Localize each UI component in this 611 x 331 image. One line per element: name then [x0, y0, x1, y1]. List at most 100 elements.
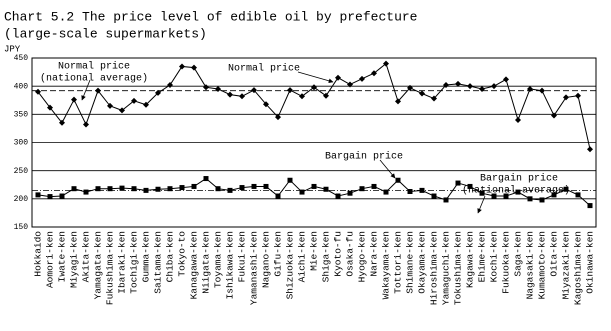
point — [335, 74, 341, 81]
x-tick-label: Gifu-ken — [273, 231, 284, 277]
point — [491, 193, 497, 199]
y-tick-label: 350 — [14, 110, 29, 119]
point — [59, 119, 65, 126]
point — [311, 183, 317, 189]
arrow — [297, 71, 334, 84]
x-tick-label: Okinawa-ken — [585, 231, 596, 294]
point — [239, 185, 245, 191]
point — [251, 183, 257, 189]
x-tick-label: Kagawa-ken — [465, 231, 476, 288]
point — [131, 186, 137, 192]
point — [407, 84, 413, 91]
point — [443, 82, 449, 89]
point — [479, 190, 485, 196]
point — [119, 107, 125, 114]
point — [167, 186, 173, 192]
point — [275, 193, 281, 199]
point — [515, 189, 521, 195]
point — [143, 101, 149, 108]
point — [179, 63, 185, 70]
x-tick-label: Kanagawa-ken — [189, 231, 200, 299]
x-tick-label: Kochi-ken — [489, 231, 500, 282]
point — [407, 189, 413, 195]
point — [59, 193, 65, 199]
point — [227, 91, 233, 98]
point — [119, 185, 125, 191]
point — [287, 87, 293, 94]
x-tick-label: Nagasaki-ken — [525, 231, 536, 299]
point — [371, 70, 377, 77]
point — [35, 88, 41, 95]
point — [347, 81, 353, 88]
x-tick-label: Mie-ken — [309, 231, 320, 271]
point — [335, 193, 341, 199]
y-tick-label: 150 — [14, 223, 29, 232]
x-tick-label: Aichi-ken — [297, 231, 308, 282]
point — [155, 89, 161, 96]
point — [419, 90, 425, 97]
x-tick-label: Tottori-ken — [393, 231, 404, 294]
point — [263, 183, 269, 189]
y-tick-label: 300 — [14, 139, 29, 148]
x-tick-label: Fukui-ken — [237, 231, 248, 282]
point — [287, 177, 293, 183]
point — [551, 112, 557, 119]
point — [71, 96, 77, 103]
x-tick-label: Toyama-ken — [213, 231, 224, 288]
point — [395, 177, 401, 183]
point — [83, 189, 89, 195]
x-tick-label: Yamanashi-ken — [249, 231, 260, 305]
point — [443, 197, 449, 203]
point — [503, 193, 509, 199]
x-tick-label: Osaka-fu — [345, 231, 356, 277]
point — [95, 186, 101, 192]
x-tick-label: Shiga-ken — [321, 231, 332, 282]
x-tick-label: Saga-ken — [513, 231, 524, 277]
x-tick-label: Yamaguchi-ken — [441, 231, 452, 305]
point — [383, 189, 389, 195]
point — [539, 87, 545, 94]
point — [587, 146, 593, 153]
x-tick-label: Wakayama-ken — [381, 231, 392, 299]
annotation: Bargain price — [480, 173, 558, 185]
point — [179, 185, 185, 191]
x-tick-label: Ehime-ken — [477, 231, 488, 282]
x-tick-label: Shimane-ken — [405, 231, 416, 294]
y-tick-label: 400 — [14, 82, 29, 91]
point — [539, 197, 545, 203]
point — [575, 92, 581, 99]
point — [275, 114, 281, 121]
x-tick-label: Chiba-ken — [165, 231, 176, 282]
x-tick-label: Tochigi-ken — [129, 231, 140, 294]
series-label: Normal price — [228, 63, 300, 75]
x-tick-label: Okayama-ken — [417, 231, 428, 294]
point — [47, 104, 53, 111]
y-tick-label: 250 — [14, 167, 29, 176]
point — [95, 87, 101, 94]
x-tick-label: Kyoto-fu — [333, 231, 344, 277]
x-tick-label: Miyazaki-ken — [561, 231, 572, 299]
point — [455, 180, 461, 186]
point — [299, 189, 305, 195]
point — [83, 121, 89, 128]
point — [191, 183, 197, 189]
x-tick-label: Ibaraki-ken — [117, 231, 128, 294]
x-tick-label: Akita-ken — [81, 231, 92, 282]
series-label: Bargain price — [325, 151, 403, 163]
point — [167, 82, 173, 89]
point — [359, 75, 365, 82]
point — [503, 76, 509, 83]
x-tick-label: Kagoshima-ken — [573, 231, 584, 305]
y-axis-label: JPY — [4, 44, 21, 54]
point — [299, 93, 305, 100]
point — [311, 84, 317, 91]
point — [323, 186, 329, 192]
point — [515, 116, 521, 123]
point — [131, 97, 137, 104]
point — [155, 186, 161, 192]
x-tick-label: Saitama-ken — [153, 231, 164, 294]
x-tick-label: Hyogo-ken — [357, 231, 368, 282]
point — [215, 85, 221, 92]
